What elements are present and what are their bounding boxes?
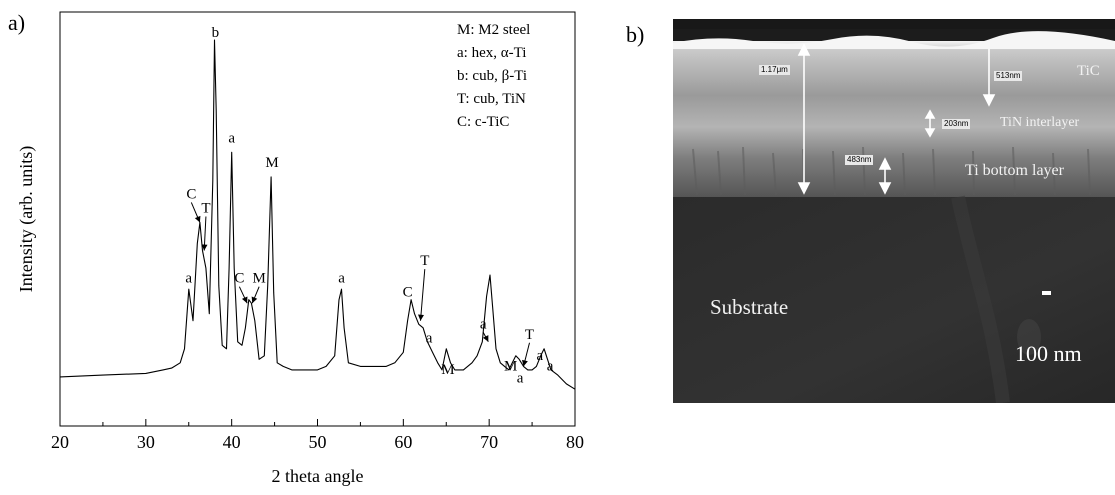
peak-label: a: [517, 371, 524, 387]
peak-label: a: [480, 316, 487, 332]
peak-label: M: [265, 155, 278, 171]
legend-entry: C: c-TiC: [457, 114, 509, 130]
scale-bar-label: 100 nm: [1015, 341, 1082, 366]
peak-arrowhead: [194, 215, 201, 223]
substrate-label: Substrate: [710, 295, 789, 319]
peak-label: T: [201, 200, 210, 216]
legend-entry: M: M2 steel: [457, 22, 530, 38]
xrd-series-line: [59, 39, 576, 390]
peak-arrowhead: [417, 314, 424, 321]
y-axis-label: Intensity (arb. units): [16, 146, 37, 292]
measure-ti-label: 483nm: [845, 155, 874, 165]
peak-label: a: [228, 130, 235, 146]
layer-label-tic: TiC: [1077, 63, 1100, 79]
x-tick-label: 20: [51, 432, 69, 452]
x-tick-label: 30: [137, 432, 155, 452]
peak-label: C: [234, 271, 244, 287]
x-tick-label: 50: [309, 432, 327, 452]
peak-arrowhead: [241, 296, 248, 304]
peak-arrowhead: [251, 296, 258, 304]
peak-label: M: [252, 271, 265, 287]
peak-label: a: [338, 271, 345, 287]
peak-arrowhead: [522, 359, 528, 367]
peak-label: T: [420, 253, 429, 269]
peak-label: a: [426, 330, 433, 346]
x-tick-label: 80: [566, 432, 584, 452]
panel-a-label: a): [8, 10, 26, 35]
scale-bar: [1042, 291, 1051, 295]
xrd-chart: 20 30 40 50 60 70 80 2 theta angle Intensity (ar…: [16, 11, 584, 486]
x-axis-label: 2 theta angle: [272, 466, 364, 486]
peak-arrowhead: [201, 244, 208, 251]
measure-tic-label: 513nm: [994, 71, 1023, 81]
peak-label: b: [212, 25, 220, 41]
panel-b-label: b): [626, 22, 645, 47]
peak-label: T: [525, 327, 534, 343]
peak-label: a: [547, 358, 554, 374]
legend-entry: b: cub, β-Ti: [457, 68, 527, 84]
sem-micrograph: 1.17μm 513nm 203nm 483nm TiC TiN interla…: [673, 19, 1115, 403]
x-tick-label: 40: [223, 432, 241, 452]
peak-label: a: [536, 348, 543, 364]
peak-label: M: [504, 358, 517, 374]
peak-label: C: [186, 186, 196, 202]
peak-arrowhead: [482, 335, 489, 342]
x-tick-label: 60: [394, 432, 412, 452]
coating-layer: [673, 41, 1115, 197]
measure-total-label: 1.17μm: [759, 65, 790, 75]
peak-label: M: [441, 362, 454, 378]
peak-arrow: [420, 269, 426, 321]
measure-tin-label: 203nm: [942, 119, 971, 129]
layer-label-tin: TiN interlayer: [1000, 115, 1080, 130]
peak-label: a: [185, 271, 192, 287]
x-tick-label: 70: [480, 432, 498, 452]
legend-entry: T: cub, TiN: [457, 91, 526, 107]
substrate-region: [673, 197, 1115, 403]
legend-entry: a: hex, α-Ti: [457, 45, 526, 61]
peak-label: C: [403, 285, 413, 301]
layer-label-ti: Ti bottom layer: [965, 162, 1064, 179]
sem-image: [673, 19, 1115, 403]
